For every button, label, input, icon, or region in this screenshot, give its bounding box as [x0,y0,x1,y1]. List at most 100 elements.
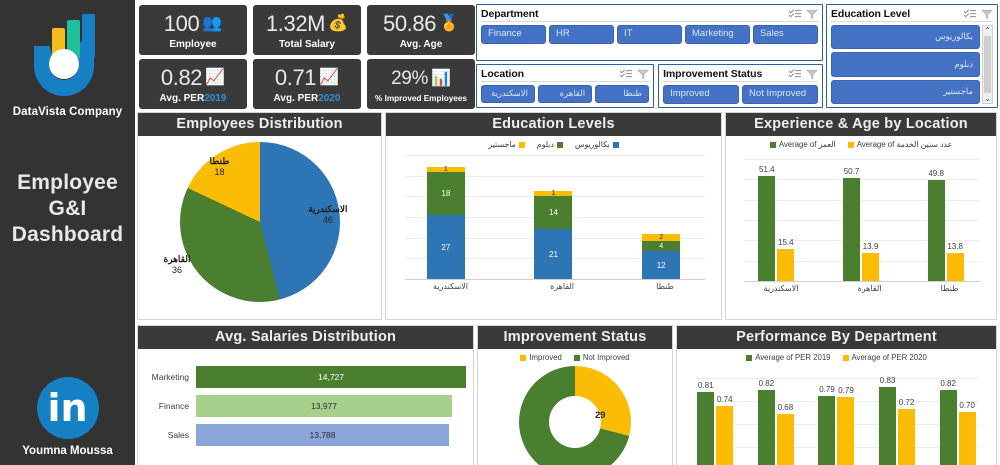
legend-label: Improved [529,353,562,362]
growth-chart-icon: 📈 [319,69,340,86]
multi-select-icon[interactable] [789,8,801,20]
scrollbar-thumb[interactable] [984,36,991,93]
scroll-up-icon[interactable]: ⌃ [984,26,991,35]
clear-filter-icon[interactable] [806,69,818,80]
legend-swatch [769,141,776,148]
plot-performance: 0.81 0.74 0.82 [685,376,988,465]
pie-label-name: القاهرة [163,254,191,264]
legend-label: Average of عدد سنين الخدمة [856,140,953,149]
slicer-item-improved[interactable]: Improved [663,85,740,104]
bar-value: 13.8 [947,242,963,251]
legend-swatch [518,141,525,148]
company-logo [16,12,120,104]
kpi-card-pct-improved: 29% 📊 % Improved Employees [367,59,475,109]
panel-title: Performance By Department [677,326,996,349]
segment-master: 1 [426,166,465,173]
bar-avg-service: 15.4 [777,238,795,281]
clear-filter-icon[interactable] [637,69,649,80]
segment-master: 2 [642,234,681,241]
pie-label-name: طنطا [209,156,230,166]
bar-group-marketing: 0.83 0.72 [879,376,916,465]
slicer-item-master[interactable]: ماجستير [831,79,980,104]
xaxis-label: القاهرة [550,282,575,291]
stacked-bar: 27 18 1 [426,166,465,279]
slicer-item-sales[interactable]: Sales [753,25,818,44]
pie-label-value: 36 [171,264,182,275]
slicer-location[interactable]: Location [476,64,655,108]
multi-select-icon[interactable] [789,69,801,80]
legend-swatch [746,354,753,361]
scroll-down-icon[interactable]: ⌄ [984,94,991,103]
hbar-label: Finance [158,401,189,411]
panel-performance-by-department: Performance By Department Average of PER… [676,325,997,465]
slicer-item-tanta[interactable]: طنطا [595,85,650,103]
growth-chart-icon: 📈 [205,69,226,86]
bar-avg-age: 51.4 [758,165,776,281]
slicer-item-it[interactable]: IT [617,25,682,44]
legend-item-avg-service-years: Average of عدد سنين الخدمة [847,140,953,149]
panel-avg-salaries: Avg. Salaries Distribution Marketing 14,… [137,325,474,465]
kpi-value: 29% [391,68,428,90]
kpi-label: Avg. PER2020 [257,93,357,104]
money-bag-icon: 💰 [328,15,349,32]
bar-per-2019: 0.82 [757,379,775,465]
legend-swatch [556,141,563,148]
kpi-label: % Improved Employees [375,93,467,103]
slicer-item-cairo[interactable]: القاهرة [538,85,593,103]
slicer-item-finance[interactable]: Finance [481,25,546,44]
segment-bachelor: 27 [426,215,465,279]
multi-select-icon[interactable] [964,8,976,20]
slicer-item-not-improved[interactable]: Not Improved [742,85,818,104]
segment-bachelor: 21 [534,229,573,279]
legend-swatch [573,354,580,361]
slicer-education-level[interactable]: Education Level بكالوريوس [826,4,998,108]
clear-filter-icon[interactable] [806,9,818,20]
kpi-card-avg-per-2020: 0.71 📈 Avg. PER2020 [253,59,361,109]
slicer-item-bachelor[interactable]: بكالوريوس [831,25,980,50]
panel-employees-distribution: Employees Distribution الاسكندرية 46 الق… [137,112,382,320]
pie-label-cairo: القاهرة 36 [164,254,191,276]
slicer-item-marketing[interactable]: Marketing [685,25,750,44]
multi-select-icon[interactable] [620,69,633,80]
slicer-item-diploma[interactable]: دبلوم [831,52,980,77]
legend-swatch [612,141,619,148]
bar-value: 0.79 [838,386,854,395]
xaxis-label: الاسكندرية [763,284,799,293]
kpi-card-employee: 100 👥 Employee [139,5,247,55]
panel-title: Avg. Salaries Distribution [138,326,473,349]
bar-per-2020: 0.79 [837,386,855,465]
dashboard-title-line-1: Employee [17,171,118,194]
segment-bachelor: 12 [642,251,681,279]
dashboard-title-line-3: Dashboard [11,223,124,247]
slicer-item-alexandria[interactable]: الاسكندرية [481,85,536,103]
kpi-card-avg-per-2019: 0.82 📈 Avg. PER2019 [139,59,247,109]
bar-group-cairo: 50.7 13.9 [842,159,879,281]
segment-master: 1 [534,190,573,197]
slicer-item-hr[interactable]: HR [549,25,614,44]
education-slicer-scrollbar[interactable]: ⌃ ⌄ [982,25,993,104]
panel-title: Improvement Status [478,326,672,349]
linkedin-icon[interactable]: in [36,377,99,439]
dashboard-title: Employee G&I Dashboard [12,170,124,248]
slicer-panel-left: Department F [475,2,825,110]
slicer-improvement-status[interactable]: Improvement Status [658,64,823,108]
bar-value: 15.4 [778,238,794,247]
kpi-label: Avg. PER2019 [143,93,243,104]
author-block: in Youmna Moussa [22,377,113,457]
kpi-card-avg-age: 50.86 🏅 Avg. Age [367,5,475,55]
legend-performance: Average of PER 2019 Average of PER 2020 [677,349,996,364]
top-row: 100 👥 Employee 1.32M 💰 Total Salary 50.8… [135,0,1000,110]
bar-value: 0.79 [819,385,835,394]
xaxis-education-levels: الاسكندرية القاهرة طنطا [392,279,715,291]
legend-swatch [847,141,854,148]
donut-chart-improvement-status: 29 [519,366,631,465]
hbar-value: 13,977 [196,395,452,417]
panel-education-levels: Education Levels بكالوريوس دبلوم ماجستير [385,112,722,320]
panel-title: Employees Distribution [138,113,381,136]
slicer-department[interactable]: Department F [476,4,823,62]
bar-per-2020: 0.72 [898,398,916,465]
kpi-value: 0.82 [160,65,203,90]
xaxis-label: الاسكندرية [433,282,468,291]
clear-filter-icon[interactable] [981,9,993,20]
pie-chart-employees-distribution: الاسكندرية 46 القاهرة 36 طنطا 18 [164,142,348,302]
